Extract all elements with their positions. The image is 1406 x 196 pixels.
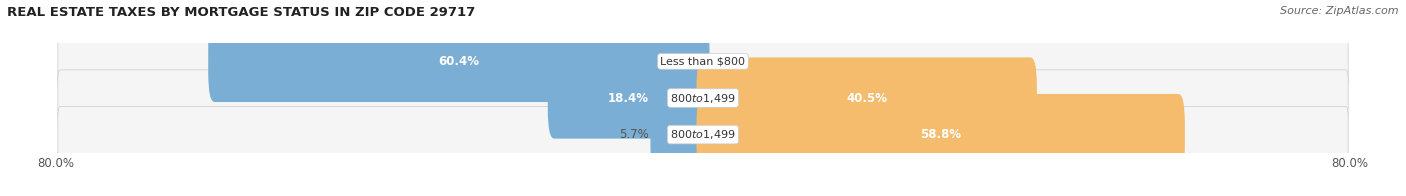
Text: 18.4%: 18.4% [609,92,650,104]
FancyBboxPatch shape [651,94,710,175]
FancyBboxPatch shape [58,70,1348,126]
Text: 0.0%: 0.0% [711,55,741,68]
Text: 60.4%: 60.4% [439,55,479,68]
Text: $800 to $1,499: $800 to $1,499 [671,92,735,104]
FancyBboxPatch shape [696,94,1185,175]
FancyBboxPatch shape [58,106,1348,163]
FancyBboxPatch shape [696,57,1036,139]
FancyBboxPatch shape [208,21,710,102]
Text: Less than $800: Less than $800 [661,56,745,66]
Text: $800 to $1,499: $800 to $1,499 [671,128,735,141]
Text: 40.5%: 40.5% [846,92,887,104]
Text: 58.8%: 58.8% [920,128,962,141]
FancyBboxPatch shape [58,33,1348,90]
FancyBboxPatch shape [548,57,710,139]
Text: REAL ESTATE TAXES BY MORTGAGE STATUS IN ZIP CODE 29717: REAL ESTATE TAXES BY MORTGAGE STATUS IN … [7,6,475,19]
Text: 5.7%: 5.7% [619,128,648,141]
Text: Source: ZipAtlas.com: Source: ZipAtlas.com [1281,6,1399,16]
